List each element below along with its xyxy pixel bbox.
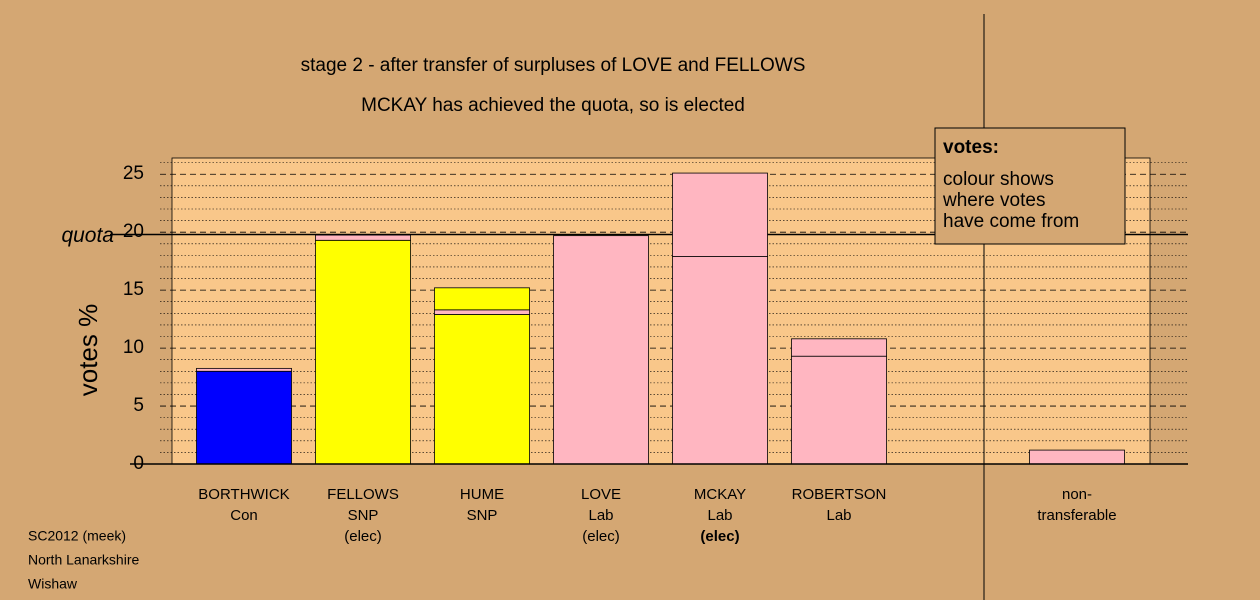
- bar-segment: [434, 309, 530, 315]
- x-tick-label: Lab: [707, 507, 732, 524]
- legend-text: where votes: [942, 190, 1045, 211]
- legend-text: have come from: [943, 211, 1079, 232]
- x-tick-label: Con: [230, 507, 258, 524]
- y-tick-label: 15: [123, 279, 144, 300]
- bar-segment: [791, 355, 887, 465]
- y-axis-label: votes %: [73, 304, 103, 397]
- legend-text: colour shows: [943, 169, 1054, 190]
- x-tick-label: non-: [1062, 486, 1092, 503]
- x-tick-label: HUME: [460, 486, 504, 503]
- x-tick-label: MCKAY: [694, 486, 746, 503]
- bar-segment: [196, 367, 292, 372]
- y-tick-label: 20: [123, 221, 144, 242]
- y-tick-label: 5: [133, 395, 144, 416]
- bar-segment: [434, 287, 530, 311]
- x-tick-label: Lab: [588, 507, 613, 524]
- bar-segment: [1029, 449, 1125, 465]
- legend-box: [934, 127, 1126, 245]
- chart-subtitle: MCKAY has achieved the quota, so is elec…: [361, 95, 745, 116]
- x-tick-label: (elec): [344, 528, 382, 545]
- y-tick-label: 10: [123, 337, 144, 358]
- x-tick-label: LOVE: [581, 486, 621, 503]
- bar-segment: [791, 338, 887, 357]
- bar-segment: [672, 256, 768, 465]
- footer-text: Wishaw: [28, 576, 78, 592]
- x-tick-label: SNP: [348, 507, 379, 524]
- chart-title: stage 2 - after transfer of surpluses of…: [301, 55, 806, 76]
- x-tick-label: (elec): [700, 528, 739, 545]
- x-tick-label: BORTHWICK: [198, 486, 289, 503]
- footer-text: SC2012 (meek): [28, 528, 126, 544]
- x-tick-label: SNP: [467, 507, 498, 524]
- footer-text: North Lanarkshire: [28, 552, 139, 568]
- x-tick-label: transferable: [1037, 507, 1116, 524]
- x-tick-label: FELLOWS: [327, 486, 399, 503]
- x-tick-label: Lab: [826, 507, 851, 524]
- bar-segment: [434, 314, 530, 465]
- bar-segment: [315, 239, 411, 465]
- x-tick-label: (elec): [582, 528, 620, 545]
- bar-segment: [196, 370, 292, 465]
- bar-segment: [672, 172, 768, 257]
- bar-segment: [553, 235, 649, 465]
- y-tick-label: 25: [123, 163, 144, 184]
- legend-title: votes:: [943, 137, 999, 158]
- bar-segment: [315, 234, 411, 241]
- quota-label: quota: [61, 224, 114, 247]
- x-tick-label: ROBERTSON: [792, 486, 887, 503]
